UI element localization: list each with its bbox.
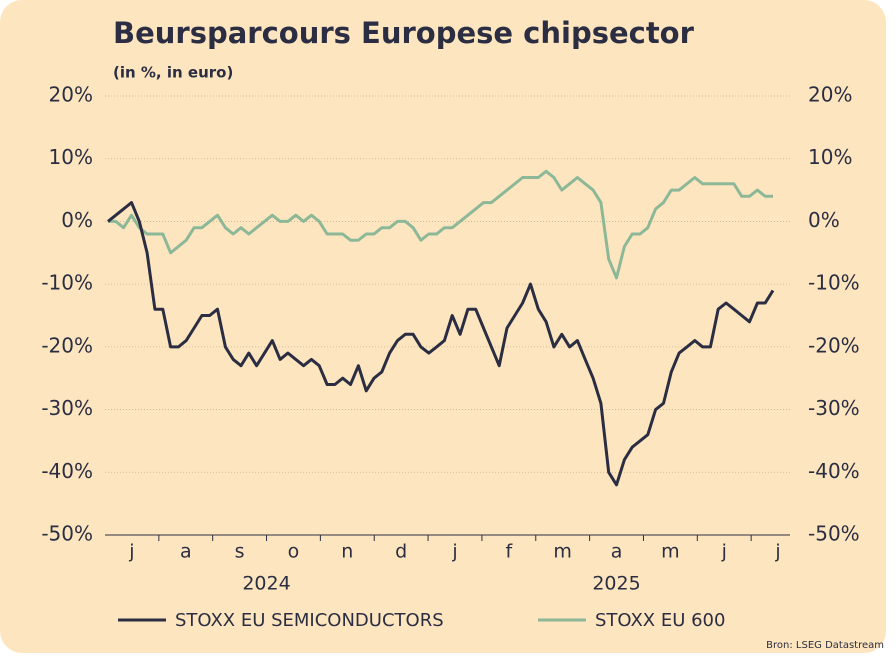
legend-label: STOXX EU 600 bbox=[595, 610, 725, 631]
x-tick-label: s bbox=[235, 541, 245, 563]
series-line bbox=[108, 169, 773, 280]
x-tick-label: d bbox=[395, 541, 407, 563]
x-tick-label: j bbox=[721, 541, 727, 563]
x-tick-label: f bbox=[505, 541, 513, 563]
chart-title: Beursparcours Europese chipsector bbox=[113, 16, 695, 50]
y2-tick-label: -50% bbox=[808, 522, 860, 546]
y-tick-label: 20% bbox=[49, 83, 93, 107]
y-tick-label: -20% bbox=[41, 333, 93, 357]
y-tick-label: 10% bbox=[49, 145, 93, 169]
x-tick-label: n bbox=[341, 541, 353, 563]
y2-tick-label: 10% bbox=[808, 145, 852, 169]
year-label: 2024 bbox=[242, 573, 290, 595]
y-tick-label: -40% bbox=[41, 459, 93, 483]
y-tick-label: -10% bbox=[41, 271, 93, 295]
y2-tick-label: -40% bbox=[808, 459, 860, 483]
x-tick-label: m bbox=[661, 541, 680, 563]
y-tick-label: -30% bbox=[41, 396, 93, 420]
x-tick-label: o bbox=[288, 541, 300, 563]
y-tick-label: -50% bbox=[41, 522, 93, 546]
source: Bron: LSEG Datastream bbox=[766, 640, 884, 651]
y2-tick-label: -30% bbox=[808, 396, 860, 420]
y-tick-label: 0% bbox=[61, 208, 93, 232]
y2-tick-label: -20% bbox=[808, 333, 860, 357]
y2-tick-label: 0% bbox=[808, 208, 840, 232]
y2-tick-label: 20% bbox=[808, 83, 852, 107]
chart-subtitle: (in %, in euro) bbox=[113, 64, 233, 82]
x-tick-label: j bbox=[774, 541, 780, 563]
year-label: 2025 bbox=[592, 573, 640, 595]
x-tick-label: j bbox=[451, 541, 457, 563]
legend-label: STOXX EU SEMICONDUCTORS bbox=[175, 610, 444, 631]
x-tick-label: a bbox=[180, 541, 192, 563]
card bbox=[0, 0, 886, 653]
x-tick-label: a bbox=[611, 541, 623, 563]
y2-tick-label: -10% bbox=[808, 271, 860, 295]
x-tick-label: j bbox=[128, 541, 134, 563]
series-line bbox=[107, 201, 775, 487]
x-tick-label: m bbox=[553, 541, 572, 563]
